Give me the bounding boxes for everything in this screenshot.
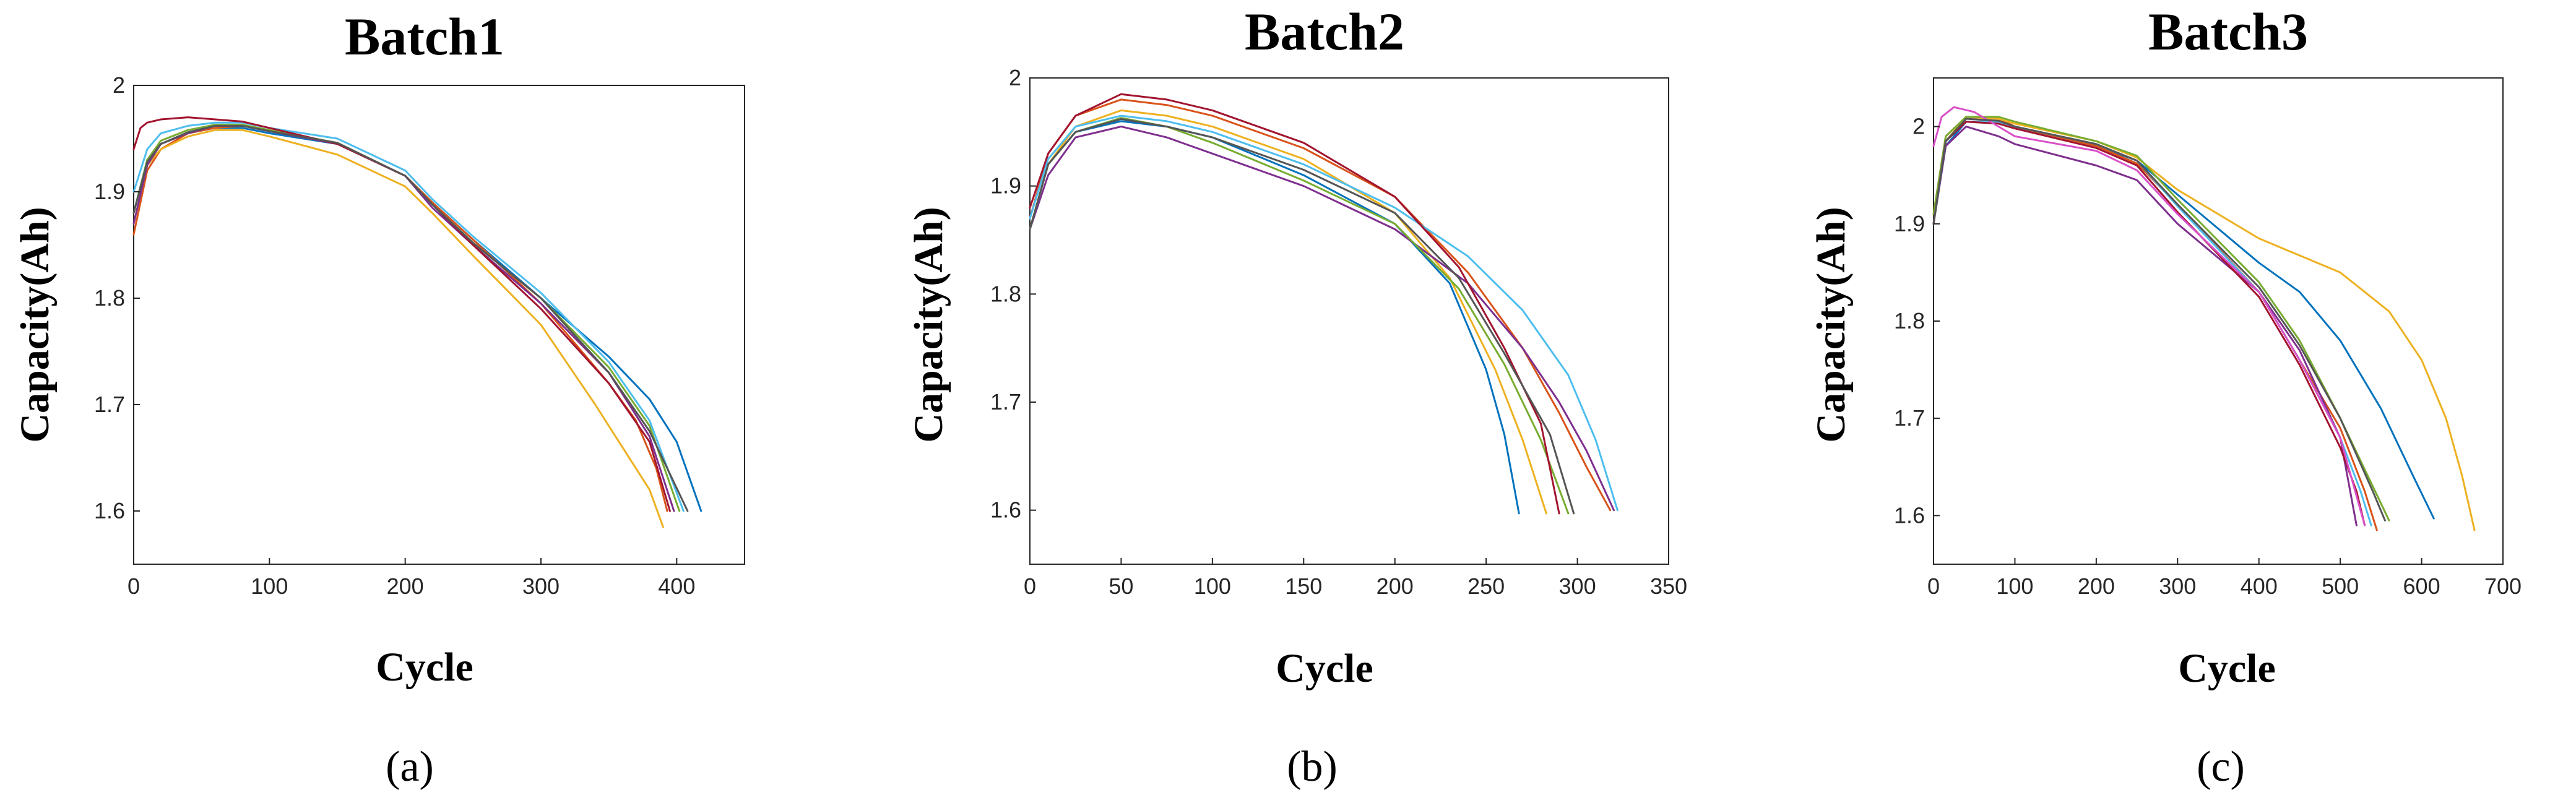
x-tick-label: 300 [1559,573,1596,599]
y-tick-label: 1.8 [1894,308,1925,333]
x-tick-label: 200 [2078,573,2115,599]
y-tick-label: 1.7 [94,392,125,417]
series-line-cell8 [1029,118,1575,515]
x-tick-label: 0 [1927,573,1940,599]
x-axis-label: Cycle [1276,646,1373,691]
chart-title: Batch3 [2148,2,2308,61]
chart-title: Batch1 [345,7,504,66]
y-tick-label: 1.6 [94,498,125,523]
series-line-cell7 [1932,121,2366,526]
chart-title: Batch2 [1245,2,1404,61]
plot-frame [1933,77,2504,565]
series-line-cell7 [1029,93,1560,515]
y-tick-label: 2 [1009,65,1021,90]
x-tick-label: 400 [2241,573,2278,599]
x-axis-label: Cycle [376,645,473,690]
x-tick-label: 300 [2159,573,2196,599]
series-line-cell3 [132,129,664,528]
chart-panel-batch2: 0 50 100 150 200 250 300 350 1.6 1.7 1.8 1.9 2 Batc… [906,2,1687,791]
x-tick-label: 300 [522,573,560,599]
panel-label: (a) [386,743,434,791]
y-tick-label: 1.7 [1894,405,1925,431]
x-tick-label: 200 [387,573,424,599]
chart-panel-batch3: 0 100 200 300 400 500 600 700 1.6 1.7 1.8 1.9 2 Bat… [1809,2,2522,791]
y-tick-label: 1.7 [990,389,1021,414]
y-tick-label: 1.9 [94,179,125,204]
y-tick-label: 1.8 [990,281,1021,306]
plot-frame [133,85,745,565]
series-line-cell9 [1932,118,2386,522]
x-tick-label: 250 [1467,573,1505,599]
plot-frame [1029,77,1669,565]
chart-panel-batch1: 0 100 200 300 400 1.6 1.7 1.8 1.9 2 Batch1 Cycle… [12,7,745,791]
x-tick-label: 700 [2484,573,2522,599]
x-tick-label: 400 [658,573,695,599]
series-line-cell4 [1029,126,1615,512]
series-line-cell6 [132,121,685,512]
x-tick-label: 150 [1285,573,1322,599]
y-tick-label: 1.6 [1894,502,1925,528]
y-tick-label: 1.8 [94,285,125,311]
series-line-cell4 [1932,126,2358,526]
x-tick-label: 100 [251,573,288,599]
panel-label: (c) [2197,743,2245,791]
y-axis-label: Capacity(Ah) [1809,207,1854,442]
panel-label: (b) [1287,743,1338,791]
y-tick-label: 2 [1913,114,1925,139]
x-tick-label: 0 [128,573,140,599]
x-tick-label: 500 [2322,573,2359,599]
x-tick-label: 50 [1109,573,1133,599]
x-tick-label: 100 [1194,573,1231,599]
x-tick-label: 200 [1377,573,1414,599]
series-line-cell8 [132,124,689,512]
series-line-cell6 [1029,114,1619,512]
x-tick-label: 100 [1996,573,2033,599]
y-axis-label: Capacity(Ah) [906,207,951,442]
x-tick-label: 350 [1650,573,1687,599]
x-axis-label: Cycle [2178,646,2276,691]
y-tick-label: 2 [113,72,125,98]
series-line-cell7 [132,116,671,512]
y-tick-label: 1.6 [990,497,1021,523]
x-tick-label: 600 [2403,573,2440,599]
x-tick-label: 0 [1024,573,1036,599]
y-axis-label: Capacity(Ah) [12,207,58,442]
y-tick-label: 1.9 [1894,211,1925,236]
y-tick-label: 1.9 [990,173,1021,199]
series-line-cell8 [1932,106,2366,526]
